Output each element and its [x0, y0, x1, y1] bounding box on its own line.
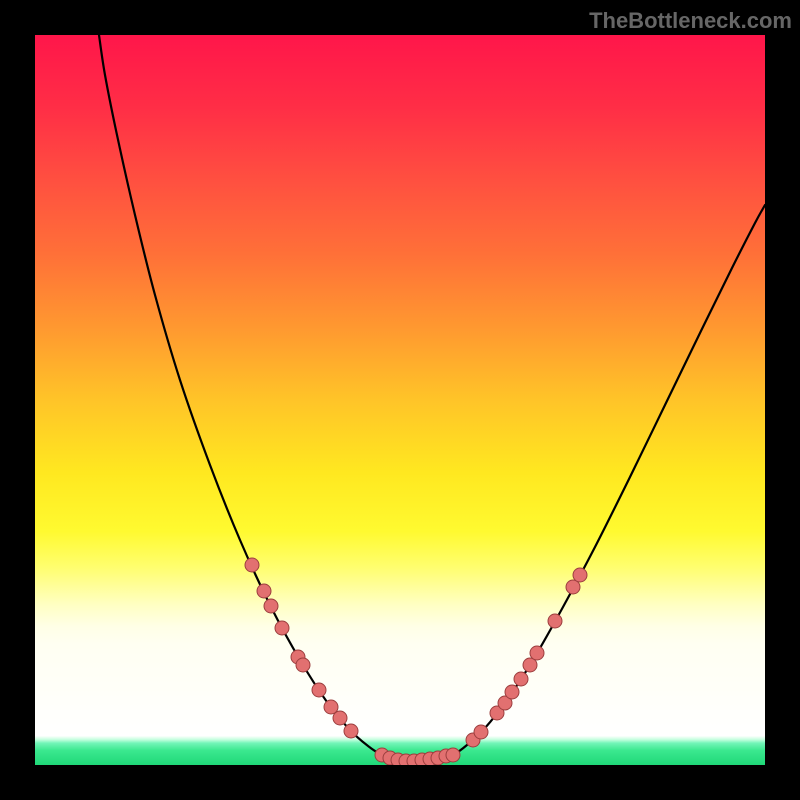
curve-marker: [333, 711, 347, 725]
curve-marker: [514, 672, 528, 686]
plot-area: [35, 35, 765, 765]
curve-marker: [275, 621, 289, 635]
curve-marker: [257, 584, 271, 598]
curve-marker: [344, 724, 358, 738]
curve-marker: [264, 599, 278, 613]
curve-marker: [573, 568, 587, 582]
curve-marker: [245, 558, 259, 572]
gradient-background: [35, 35, 765, 765]
curve-marker: [505, 685, 519, 699]
curve-marker: [474, 725, 488, 739]
curve-marker: [296, 658, 310, 672]
curve-marker: [312, 683, 326, 697]
curve-marker: [530, 646, 544, 660]
watermark-text: TheBottleneck.com: [589, 8, 792, 34]
curve-marker: [548, 614, 562, 628]
chart-container: TheBottleneck.com: [0, 0, 800, 800]
curve-marker: [446, 748, 460, 762]
bottleneck-curve-chart: [35, 35, 765, 765]
